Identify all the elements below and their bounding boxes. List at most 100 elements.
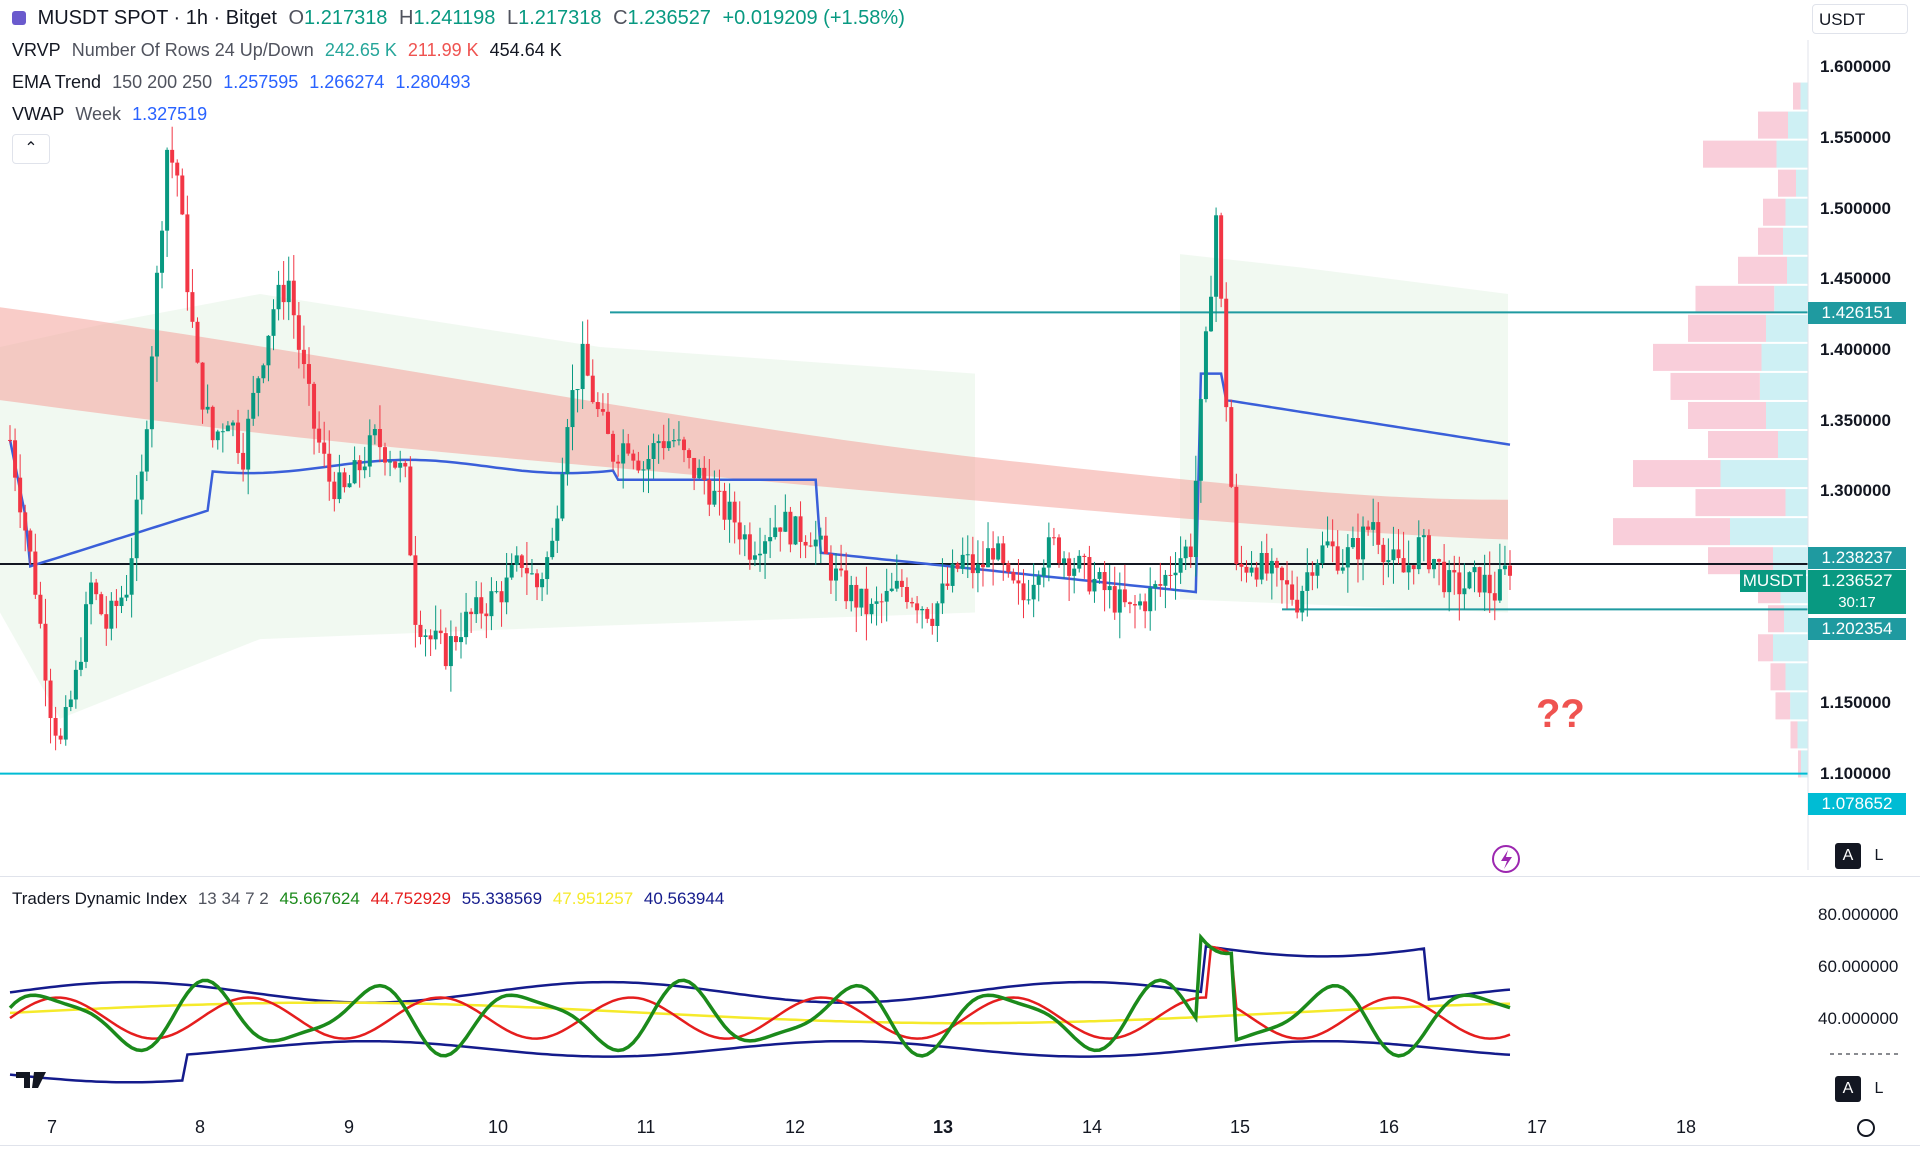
tdi-params: 13 34 7 2 xyxy=(197,889,269,908)
vp-up-bar xyxy=(1720,460,1808,488)
candle-body xyxy=(1366,526,1371,530)
candle-body xyxy=(423,635,428,638)
symbol-legend[interactable]: MUSDT SPOT · 1h · Bitget O1.217318 H1.24… xyxy=(12,7,911,29)
time-tick: 18 xyxy=(1675,1117,1697,1137)
candle-body xyxy=(1097,572,1102,579)
candle-body xyxy=(1426,535,1431,570)
candle-body xyxy=(1163,574,1168,586)
candle-body xyxy=(661,441,666,449)
price-tick: 1.300000 xyxy=(1820,481,1891,500)
candle-body xyxy=(687,450,692,458)
auto-scale-button[interactable]: A xyxy=(1835,843,1861,869)
ema-name: EMA Trend xyxy=(12,72,102,92)
candle-body xyxy=(1361,526,1366,560)
candle-body xyxy=(1264,552,1269,574)
vrvp-name: VRVP xyxy=(12,40,61,60)
tdi-lower-band xyxy=(9,1039,1511,1084)
candle-body xyxy=(727,501,732,520)
ohlc-l-label: L xyxy=(506,7,519,29)
candle-body xyxy=(960,554,965,569)
osc-log-scale-button[interactable]: L xyxy=(1874,1080,1884,1097)
ema-legend[interactable]: EMA Trend 150 200 250 1.257595 1.266274 … xyxy=(12,71,476,93)
osc-tick: 60.000000 xyxy=(1818,957,1899,976)
candle-body xyxy=(1178,558,1183,573)
time-tick: 8 xyxy=(194,1117,206,1137)
log-scale-button[interactable]: L xyxy=(1874,847,1884,864)
vp-down-bar xyxy=(1613,518,1730,546)
candle-body xyxy=(38,594,43,624)
candle-body xyxy=(494,591,499,593)
candle-body xyxy=(641,469,646,471)
candle-body xyxy=(1021,583,1026,601)
candle-body xyxy=(1396,549,1401,559)
vwap-line xyxy=(8,372,1511,594)
tradingview-logo-icon xyxy=(16,1072,46,1088)
resistance-price-tag: 1.426151 xyxy=(1808,302,1906,324)
currency-selector[interactable]: USDT xyxy=(1812,4,1908,34)
pane-separator[interactable] xyxy=(0,876,1920,877)
vp-up-bar xyxy=(1801,750,1808,778)
candle-body xyxy=(1330,541,1335,547)
vwap-params: Week xyxy=(75,104,122,124)
vp-up-bar xyxy=(1785,489,1808,517)
candle-body xyxy=(134,499,139,559)
vwap-legend[interactable]: VWAP Week 1.327519 xyxy=(12,103,213,125)
candle-body xyxy=(1198,399,1203,481)
candle-body xyxy=(413,555,418,625)
candle-body xyxy=(180,175,185,215)
candle-body xyxy=(383,447,387,463)
candle-body xyxy=(854,584,859,608)
candle-body xyxy=(611,433,616,462)
candle-body xyxy=(828,553,833,581)
time-tick: 9 xyxy=(343,1117,355,1137)
vp-up-bar xyxy=(1785,198,1808,226)
vp-down-bar xyxy=(1738,256,1787,284)
candle-body xyxy=(1305,572,1310,591)
candle-body xyxy=(1350,538,1355,548)
candle-body xyxy=(616,461,621,464)
osc-auto-scale-button[interactable]: A xyxy=(1835,1076,1861,1102)
candle-body xyxy=(702,467,707,480)
time-tick: 17 xyxy=(1526,1117,1548,1137)
candle-body xyxy=(185,214,190,293)
ohlc-o-value: 1.217318 xyxy=(304,7,388,29)
candle-body xyxy=(68,699,73,708)
candle-body xyxy=(844,570,849,602)
ohlc-h-label: H xyxy=(399,7,414,29)
candle-body xyxy=(261,365,266,379)
candle-body xyxy=(970,554,975,574)
vrvp-params: Number Of Rows 24 Up/Down xyxy=(71,40,314,60)
candle-body xyxy=(1011,572,1016,581)
vp-up-bar xyxy=(1797,721,1808,749)
candle-body xyxy=(1386,560,1391,563)
candle-body xyxy=(205,406,210,410)
candle-body xyxy=(1487,574,1492,594)
vp-up-bar xyxy=(1787,256,1808,284)
vp-up-bar xyxy=(1776,140,1808,168)
candle-body xyxy=(986,548,991,568)
candle-body xyxy=(1209,296,1214,332)
candle-body xyxy=(342,472,347,488)
vp-down-bar xyxy=(1653,343,1762,371)
candle-body xyxy=(1183,546,1188,559)
symbol-title[interactable]: MUSDT SPOT · 1h · Bitget xyxy=(37,7,277,29)
vp-down-bar xyxy=(1695,285,1775,313)
candle-body xyxy=(945,583,950,586)
candle-body xyxy=(1031,584,1036,600)
candle-body xyxy=(519,555,524,568)
vrvp-legend[interactable]: VRVP Number Of Rows 24 Up/Down 242.65 K … xyxy=(12,39,568,61)
vrvp-total: 454.64 K xyxy=(489,40,562,60)
candle-body xyxy=(464,611,469,638)
candle-body xyxy=(585,343,590,376)
candle-body xyxy=(1173,572,1178,576)
osc-tick: 40.000000 xyxy=(1818,1009,1899,1028)
collapse-legend-button[interactable]: ⌃ xyxy=(12,134,50,164)
vp-up-bar xyxy=(1773,634,1808,662)
candle-body xyxy=(798,516,803,542)
candle-body xyxy=(322,442,327,454)
candle-body xyxy=(793,516,798,545)
tdi-legend[interactable]: Traders Dynamic Index 13 34 7 2 45.66762… xyxy=(12,888,730,910)
candle-body xyxy=(1072,568,1077,576)
candle-body xyxy=(722,490,727,520)
